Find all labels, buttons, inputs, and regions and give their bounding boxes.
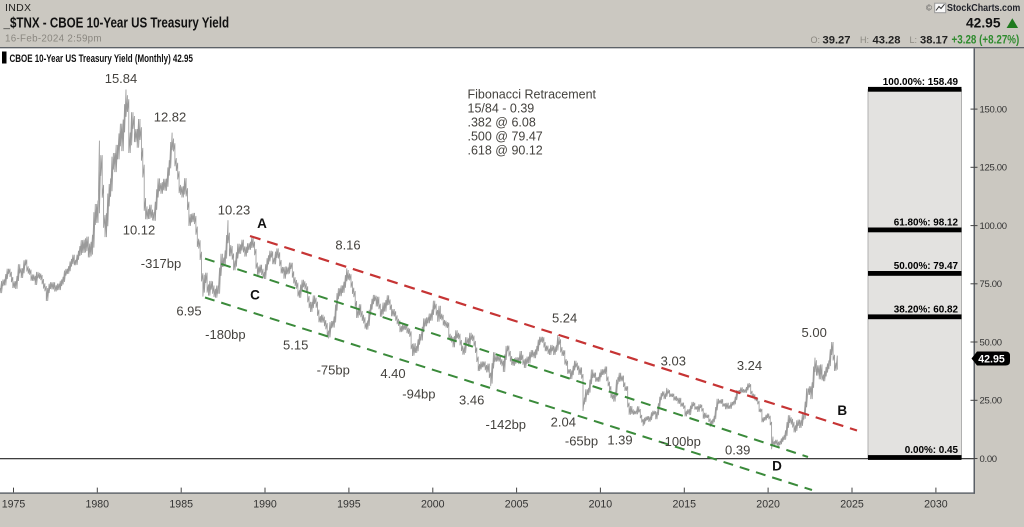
svg-text:©: © [926,4,932,13]
svg-text:10.23: 10.23 [218,203,251,218]
svg-text:75.00: 75.00 [980,279,1002,290]
svg-text:O:: O: [811,35,821,45]
svg-text:2025: 2025 [840,499,864,511]
svg-text:15/84 - 0.39: 15/84 - 0.39 [468,101,535,115]
svg-text:150.00: 150.00 [980,105,1007,116]
svg-text:-317bp: -317bp [141,256,181,271]
svg-text:50.00%: 79.47: 50.00%: 79.47 [894,261,959,272]
svg-text:1995: 1995 [337,499,361,511]
svg-text:2010: 2010 [589,499,613,511]
svg-text:42.95: 42.95 [966,16,1001,31]
svg-text:100.00%: 158.49: 100.00%: 158.49 [883,77,959,88]
svg-text:1990: 1990 [253,499,277,511]
svg-text:_$TNX - CBOE 10-Year US Treasu: _$TNX - CBOE 10-Year US Treasury Yield [3,14,229,31]
svg-text:125.00: 125.00 [980,163,1007,174]
svg-text:6.95: 6.95 [176,304,201,319]
svg-text:D: D [772,458,782,473]
svg-text:-180bp: -180bp [205,327,245,342]
svg-text:CBOE 10-Year US Treasury Yield: CBOE 10-Year US Treasury Yield (Monthly)… [10,53,194,66]
svg-text:-100bp: -100bp [660,434,700,449]
svg-text:Fibonacci Retracement: Fibonacci Retracement [468,87,597,101]
svg-text:2030: 2030 [924,499,948,511]
svg-text:.382 @ 6.08: .382 @ 6.08 [468,115,536,129]
svg-text:.500 @ 79.47: .500 @ 79.47 [468,129,543,143]
svg-text:H:: H: [860,35,869,45]
svg-text:1980: 1980 [86,499,110,511]
svg-text:15.84: 15.84 [105,71,138,86]
svg-text:1975: 1975 [2,499,26,511]
svg-text:5.24: 5.24 [552,310,577,325]
svg-text:8.16: 8.16 [335,238,360,253]
svg-text:A: A [257,216,267,231]
svg-text:2000: 2000 [421,499,445,511]
svg-text:2.04: 2.04 [551,415,576,430]
svg-text:2005: 2005 [505,499,529,511]
svg-text:-142bp: -142bp [486,417,526,432]
svg-text:C: C [250,288,260,303]
svg-text:L:: L: [910,35,918,45]
svg-text:38.17: 38.17 [920,34,948,46]
svg-text:0.00%: 0.45: 0.00%: 0.45 [905,445,959,456]
svg-text:1985: 1985 [169,499,193,511]
svg-text:43.28: 43.28 [873,34,901,46]
svg-text:3.24: 3.24 [737,358,762,373]
svg-text:39.27: 39.27 [823,34,851,46]
svg-text:B: B [837,403,847,418]
svg-text:+3.28 (+8.27%): +3.28 (+8.27%) [952,34,1020,47]
svg-text:5.15: 5.15 [283,338,308,353]
svg-text:100.00: 100.00 [980,221,1007,232]
svg-text:42.95: 42.95 [978,353,1005,365]
svg-text:1.39: 1.39 [607,433,632,448]
svg-text:-75bp: -75bp [317,363,350,378]
svg-text:2020: 2020 [756,499,780,511]
svg-text:StockCharts.com: StockCharts.com [947,2,1021,14]
svg-text:2015: 2015 [673,499,697,511]
svg-text:4.40: 4.40 [380,366,405,381]
svg-text:10.12: 10.12 [123,223,156,238]
svg-text:-94bp: -94bp [402,386,435,401]
svg-text:12.82: 12.82 [154,110,187,125]
svg-text:-65bp: -65bp [565,434,598,449]
svg-text:0.00: 0.00 [980,454,997,465]
svg-text:38.20%: 60.82: 38.20%: 60.82 [894,304,959,315]
svg-text:.618 @ 90.12: .618 @ 90.12 [468,143,543,157]
svg-text:61.80%: 98.12: 61.80%: 98.12 [894,218,959,229]
svg-text:5.00: 5.00 [802,325,827,340]
svg-text:25.00: 25.00 [980,396,1002,407]
svg-text:INDX: INDX [5,2,31,14]
svg-text:3.46: 3.46 [459,392,484,407]
svg-text:3.03: 3.03 [661,354,686,369]
svg-text:16-Feb-2024 2:59pm: 16-Feb-2024 2:59pm [5,34,102,45]
svg-text:50.00: 50.00 [980,337,1002,348]
svg-text:0.39: 0.39 [725,443,750,458]
